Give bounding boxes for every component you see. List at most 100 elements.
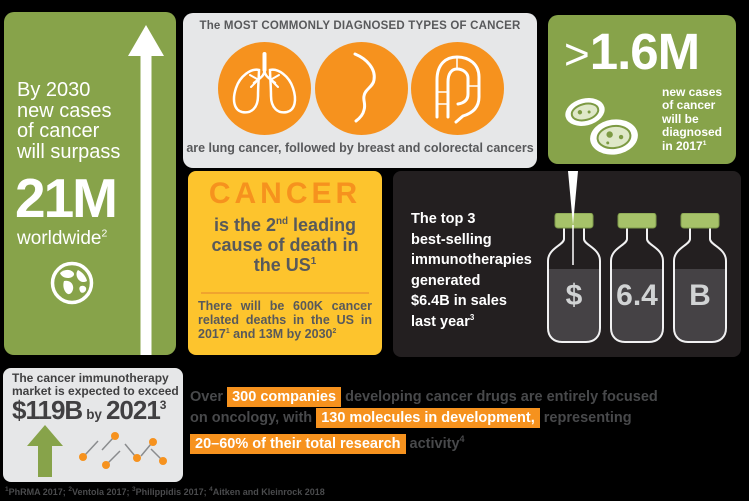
- stat-highlight: 20–60% of their total research: [190, 433, 406, 454]
- vial-icon: [610, 212, 664, 343]
- types-title: The MOST COMMONLY DIAGNOSED TYPES OF CAN…: [199, 20, 521, 32]
- statement-line: The top 3: [411, 211, 476, 227]
- stat-text: on oncology, with: [190, 410, 317, 426]
- panel-cancer-types: The MOST COMMONLY DIAGNOSED TYPES OF CAN…: [183, 13, 537, 168]
- citation-text: Ventola 2017;: [71, 487, 132, 497]
- stat-text: representing: [539, 410, 632, 426]
- greater-than-sign: >: [564, 30, 590, 79]
- cancer-cells-icon: [565, 98, 638, 155]
- citation-sup: 4: [459, 434, 465, 444]
- new-cases-statement: new cases of cancer will be diagnosed in…: [662, 85, 723, 153]
- citation-sup: 1: [5, 486, 9, 493]
- worldwide-word: worldwide: [17, 228, 102, 249]
- second-leading-cause-text: is the 2nd leading cause of death in the…: [198, 215, 372, 275]
- vial-billions: B: [671, 212, 729, 346]
- new-cases-value: 1.6M: [589, 23, 700, 80]
- statement-line: By 2030: [17, 79, 91, 101]
- breast-icon: [353, 52, 376, 123]
- para-text: There will be 600K cancer related deaths…: [198, 299, 372, 341]
- sub-text: is the 2: [213, 215, 276, 235]
- vial-dollar: $: [545, 212, 603, 346]
- statement-line: generated: [411, 272, 481, 289]
- globe-icon: [50, 261, 94, 305]
- stat-text: activity: [405, 435, 460, 452]
- statement-line: new cases: [17, 99, 112, 122]
- vial-label: $: [565, 279, 583, 312]
- citation-sup: 2: [332, 327, 337, 335]
- stat-line-2: on oncology, with 130 molecules in devel…: [190, 408, 742, 430]
- up-arrow-icon: [128, 25, 164, 355]
- panel-immunotherapy-market: The cancer immunotherapy market is expec…: [3, 368, 183, 482]
- statement-line: The cancer immunotherapy: [12, 371, 169, 385]
- statement-line: of cancer: [17, 120, 100, 142]
- lung-cancer-badge: [218, 42, 311, 135]
- panel-worldwide-cases: By 2030 new cases of cancer will surpass…: [4, 12, 176, 355]
- market-statement: The cancer immunotherapy market is expec…: [12, 371, 179, 399]
- sales-statement: The top 3 best-selling immunotherapies g…: [411, 209, 532, 333]
- stat-line-1: Over 300 companies developing cancer dru…: [190, 387, 742, 409]
- statement-line: diagnosed: [662, 125, 723, 140]
- panel-new-cases-2017: >1.6M new cases of cancer will be diagno…: [548, 15, 736, 164]
- citation-sup: 4: [209, 486, 213, 493]
- citation-sup: 2: [68, 486, 72, 493]
- ordinal-sup: nd: [275, 216, 289, 227]
- citation-sup: 2: [101, 228, 108, 240]
- stat-text: developing cancer drugs are entirely foc…: [341, 389, 658, 405]
- vial-label: 6.4: [616, 279, 658, 312]
- last-year-text: last year: [411, 313, 470, 330]
- market-amount: $119B: [12, 395, 83, 425]
- statement-line: new cases: [662, 85, 723, 99]
- stat-text: Over: [190, 389, 228, 405]
- vial-icon: [547, 212, 601, 343]
- citation-text: Aitken and Kleinrock 2018: [212, 487, 325, 497]
- statement-line: $6.4B in sales: [411, 293, 507, 310]
- oncology-companies-stat: Over 300 companies developing cancer dru…: [190, 387, 742, 454]
- colon-icon: [435, 55, 481, 124]
- worldwide-big-number: 21M: [15, 167, 118, 229]
- sub-text: leading cause of death in the US: [211, 215, 359, 275]
- colorectal-cancer-badge: [411, 42, 504, 135]
- statement-line: last year3: [411, 312, 532, 333]
- citation-text: Philippidis 2017;: [135, 487, 210, 497]
- citations-footer: 1PhRMA 2017; 2Ventola 2017; 3Philippidis…: [5, 486, 325, 497]
- statement-line: will be: [662, 111, 699, 126]
- citation-sup: 3: [159, 398, 167, 412]
- worldwide-label: worldwide2: [17, 228, 107, 250]
- citation-sup: 1: [702, 139, 707, 147]
- statement-line: market is expected to exceed: [12, 384, 179, 399]
- statement-line: best-selling: [411, 231, 492, 248]
- citation-sup: 3: [469, 313, 475, 323]
- panel-cancer-deaths: CANCER is the 2nd leading cause of death…: [188, 171, 382, 355]
- cancer-headline: CANCER: [208, 177, 362, 210]
- deaths-paragraph: There will be 600K cancer related deaths…: [198, 299, 372, 341]
- molecules-icon: [79, 432, 167, 469]
- new-cases-big-number: >1.6M: [564, 23, 700, 84]
- market-value: $119B by 2021 3: [12, 395, 166, 426]
- syringe-needle-icon: [568, 171, 578, 265]
- vial-amount: 6.4: [608, 212, 666, 346]
- breast-cancer-badge: [315, 42, 408, 135]
- stat-highlight: 300 companies: [227, 387, 342, 407]
- worldwide-statement: By 2030 new cases of cancer will surpass: [17, 80, 120, 162]
- divider-line: [201, 292, 369, 294]
- citation-sup: 1: [310, 256, 317, 267]
- year-text: in 2017: [662, 138, 703, 153]
- statement-line: of cancer: [662, 98, 716, 113]
- types-caption: are lung cancer, followed by breast and …: [186, 141, 534, 155]
- lungs-icon: [232, 52, 297, 114]
- stat-line-3: 20–60% of their total research activity4: [190, 430, 742, 454]
- panel-immunotherapy-sales: The top 3 best-selling immunotherapies g…: [393, 171, 741, 357]
- citation-sup: 3: [131, 486, 136, 493]
- vial-label: B: [689, 279, 711, 312]
- statement-line: in 20171: [662, 138, 722, 153]
- statement-line: will surpass: [17, 140, 121, 163]
- by-text: by: [86, 407, 102, 422]
- market-year: 2021: [105, 395, 161, 425]
- citation-sup: 1: [225, 327, 230, 335]
- para-text: and 13M by 2030: [229, 326, 333, 341]
- citation-text: PhRMA 2017;: [8, 487, 69, 497]
- vial-icon: [673, 212, 727, 343]
- up-arrow-icon: [27, 425, 63, 477]
- statement-line: immunotherapies: [411, 252, 532, 269]
